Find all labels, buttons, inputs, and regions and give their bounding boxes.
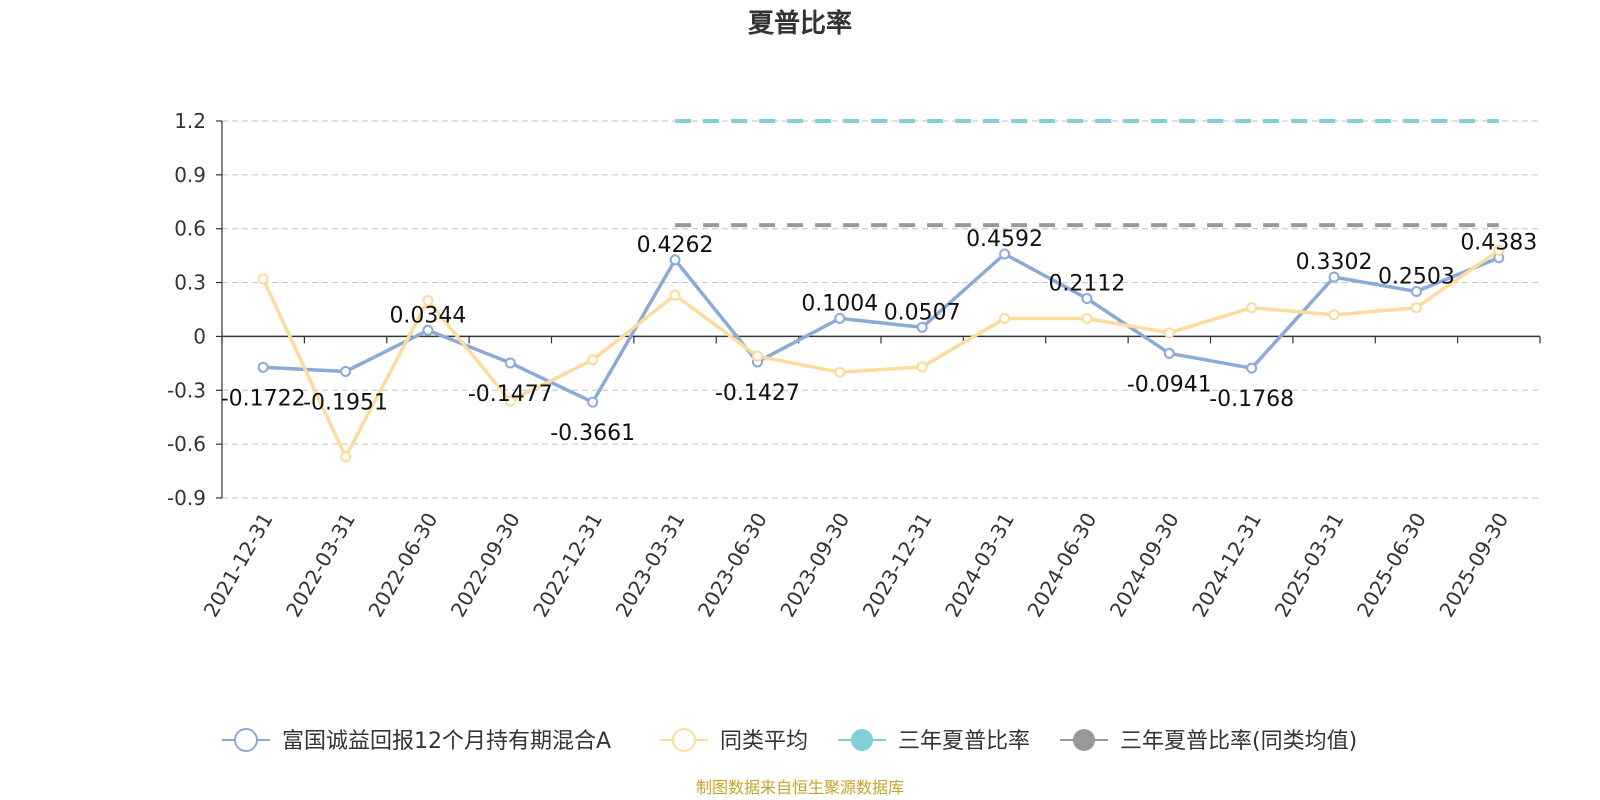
series-0-point: [1328, 271, 1340, 283]
source-note: 制图数据来自恒生聚源数据库: [696, 778, 904, 797]
data-label: 0.4383: [1460, 231, 1537, 256]
x-tick-label: 2023-12-31: [858, 509, 937, 622]
x-tick-label: 2024-12-31: [1187, 509, 1266, 622]
series-1-point: [587, 354, 599, 366]
x-tick-label: 2023-09-30: [775, 509, 854, 622]
legend-label: 同类平均: [720, 729, 808, 754]
series-1-point: [422, 295, 434, 307]
series-1-point: [1081, 312, 1093, 324]
x-tick-label: 2022-03-31: [281, 509, 360, 622]
y-tick-label: 0.6: [174, 217, 206, 241]
chart-title: 夏普比率: [748, 8, 852, 39]
series-0-point: [340, 365, 352, 377]
series-1-point: [834, 366, 846, 378]
data-label: 0.3302: [1296, 250, 1373, 275]
series-1-point: [999, 312, 1011, 324]
data-label: -0.1951: [303, 390, 388, 415]
y-tick-label: 1.2: [174, 109, 206, 133]
data-label: -0.1768: [1209, 387, 1294, 412]
x-tick-label: 2022-12-31: [528, 509, 607, 622]
series-1-point: [1328, 309, 1340, 321]
series-line-0: [263, 252, 1500, 404]
series-0-point: [422, 324, 434, 336]
series-0-point: [257, 361, 269, 373]
series-1-point: [1163, 327, 1175, 339]
legend-label: 三年夏普比率: [898, 729, 1030, 754]
data-label: -0.1477: [468, 382, 553, 407]
x-tick-label: 2023-03-31: [610, 509, 689, 622]
data-label: 0.4262: [637, 233, 714, 258]
y-tick-label: 0: [193, 324, 206, 348]
series-1-point: [340, 451, 352, 463]
x-tick-label: 2023-06-30: [693, 509, 772, 622]
legend-marker: [851, 729, 873, 751]
x-tick-label: 2024-03-31: [940, 509, 1019, 622]
series-0-point: [916, 321, 928, 333]
x-tick-label: 2022-09-30: [446, 509, 525, 622]
legend-marker: [672, 728, 696, 752]
data-label: 0.0344: [389, 303, 466, 328]
data-label: 0.4592: [966, 227, 1043, 252]
series-0-point: [834, 312, 846, 324]
y-tick-label: 0.9: [174, 163, 206, 187]
x-tick-label: 2024-09-30: [1105, 509, 1184, 622]
series-0-point: [1246, 362, 1258, 374]
legend-label: 富国诚益回报12个月持有期混合A: [282, 729, 611, 754]
data-label: 0.2503: [1378, 264, 1455, 289]
legend-label: 三年夏普比率(同类均值): [1120, 729, 1357, 754]
x-tick-label: 2025-06-30: [1352, 509, 1431, 622]
series-0-point: [587, 396, 599, 408]
x-tick-label: 2022-06-30: [363, 509, 442, 622]
legend-marker: [1073, 729, 1095, 751]
series-line-1: [261, 248, 1500, 459]
data-label: 0.1004: [801, 291, 878, 316]
series-0-point: [504, 357, 516, 369]
y-tick-label: -0.3: [167, 378, 206, 402]
data-label: 0.2112: [1048, 272, 1125, 297]
x-tick-label: 2024-06-30: [1022, 509, 1101, 622]
y-tick-label: 0.3: [174, 271, 206, 295]
legend-item-2: 三年夏普比率: [838, 729, 1030, 754]
series-0-point: [1410, 285, 1422, 297]
series-0-point: [669, 254, 681, 266]
data-label: 0.0507: [884, 300, 961, 325]
series-0-point: [1163, 347, 1175, 359]
series-0-point: [999, 248, 1011, 260]
series-1-point: [504, 395, 516, 407]
series-1-point: [751, 350, 763, 362]
data-label: -0.1427: [715, 381, 800, 406]
series-1-point: [1493, 244, 1505, 256]
series-1-point: [257, 273, 269, 285]
x-tick-label: 2025-03-31: [1269, 509, 1348, 622]
series-1-point: [1410, 302, 1422, 314]
legend-item-0: 富国诚益回报12个月持有期混合A: [222, 728, 611, 754]
series-1-point: [1246, 302, 1258, 314]
y-tick-label: -0.9: [167, 486, 206, 510]
legend: 富国诚益回报12个月持有期混合A 同类平均 三年夏普比率 三年夏普比率(同类均值): [222, 728, 1357, 754]
data-label: -0.3661: [550, 421, 635, 446]
series-0-point: [1081, 293, 1093, 305]
x-tick-label: 2025-09-30: [1434, 509, 1513, 622]
data-label: -0.0941: [1127, 372, 1212, 397]
x-tick-label: 2021-12-31: [199, 509, 278, 622]
legend-item-1: 同类平均: [660, 728, 808, 754]
legend-item-3: 三年夏普比率(同类均值): [1060, 729, 1357, 754]
series-layer: [257, 119, 1505, 463]
legend-marker: [234, 728, 258, 752]
series-1-point: [916, 361, 928, 373]
data-label: -0.1722: [221, 386, 306, 411]
series-1-point: [669, 289, 681, 301]
y-tick-label: -0.6: [167, 432, 206, 456]
data-labels: -0.1722-0.1951 0.0344 -0.1477 -0.3661 0.4262…: [221, 227, 1538, 446]
